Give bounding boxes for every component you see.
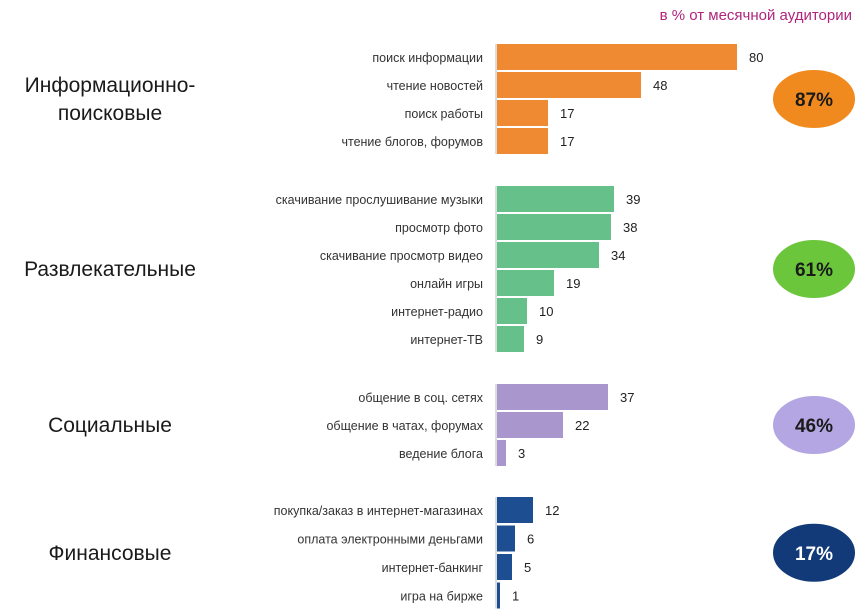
bar-label: поиск работы (405, 107, 483, 121)
category-label: Финансовые (49, 542, 172, 565)
bar (497, 497, 533, 523)
bar (497, 186, 614, 212)
bar-label: интернет-банкинг (382, 561, 484, 575)
bar-label: общение в соц. сетях (358, 391, 483, 405)
bar (497, 44, 737, 70)
total-badge-label: 17% (795, 544, 833, 565)
bar (497, 326, 524, 352)
value-label: 34 (611, 248, 625, 263)
value-label: 39 (626, 192, 640, 207)
bar-label: покупка/заказ в интернет-магазинах (274, 504, 484, 518)
bar-label: интернет-радио (391, 305, 483, 319)
bar (497, 384, 608, 410)
category-label: Информационно- (25, 74, 196, 97)
bar-label: просмотр фото (395, 221, 483, 235)
bar-label: скачивание просмотр видео (320, 249, 483, 263)
category-label: Развлекательные (24, 258, 196, 281)
bar-label: оплата электронными деньгами (297, 533, 483, 547)
bar (497, 100, 548, 126)
total-badge-label: 61% (795, 260, 833, 281)
value-label: 22 (575, 418, 589, 433)
category-label: поисковые (58, 102, 162, 125)
value-label: 80 (749, 50, 763, 65)
bar (497, 412, 563, 438)
bar-label: чтение блогов, форумов (341, 135, 483, 149)
category-label: Социальные (48, 414, 172, 437)
bar-label: ведение блога (399, 447, 483, 461)
value-label: 10 (539, 304, 553, 319)
value-label: 17 (560, 106, 574, 121)
value-label: 19 (566, 276, 580, 291)
bar (497, 554, 512, 580)
bar (497, 440, 506, 466)
bar (497, 128, 548, 154)
bar (497, 242, 599, 268)
value-label: 37 (620, 390, 634, 405)
value-label: 1 (512, 589, 519, 604)
total-badge (771, 238, 857, 300)
bar (497, 214, 611, 240)
bar-label: интернет-ТВ (410, 333, 483, 347)
value-label: 12 (545, 503, 559, 518)
total-badge (771, 394, 857, 456)
bar-label: игра на бирже (400, 590, 483, 604)
value-label: 38 (623, 220, 637, 235)
bar-label: скачивание прослушивание музыки (276, 193, 483, 207)
bar (497, 525, 515, 552)
value-label: 6 (527, 532, 534, 547)
bar-label: общение в чатах, форумах (326, 419, 483, 433)
bar-label: чтение новостей (387, 79, 483, 93)
total-badge-label: 46% (795, 416, 833, 437)
bar (497, 582, 500, 609)
total-badge (771, 68, 857, 130)
value-label: 3 (518, 446, 525, 461)
total-badge-label: 87% (795, 90, 833, 111)
unit-note: в % от месячной аудитории (660, 7, 852, 24)
bar (497, 72, 641, 98)
bar-label: поиск информации (372, 51, 483, 65)
value-label: 48 (653, 78, 667, 93)
bar (497, 270, 554, 296)
total-badge (771, 521, 857, 584)
bar (497, 298, 527, 324)
value-label: 5 (524, 560, 531, 575)
value-label: 9 (536, 332, 543, 347)
bar-label: онлайн игры (410, 277, 483, 291)
value-label: 17 (560, 134, 574, 149)
